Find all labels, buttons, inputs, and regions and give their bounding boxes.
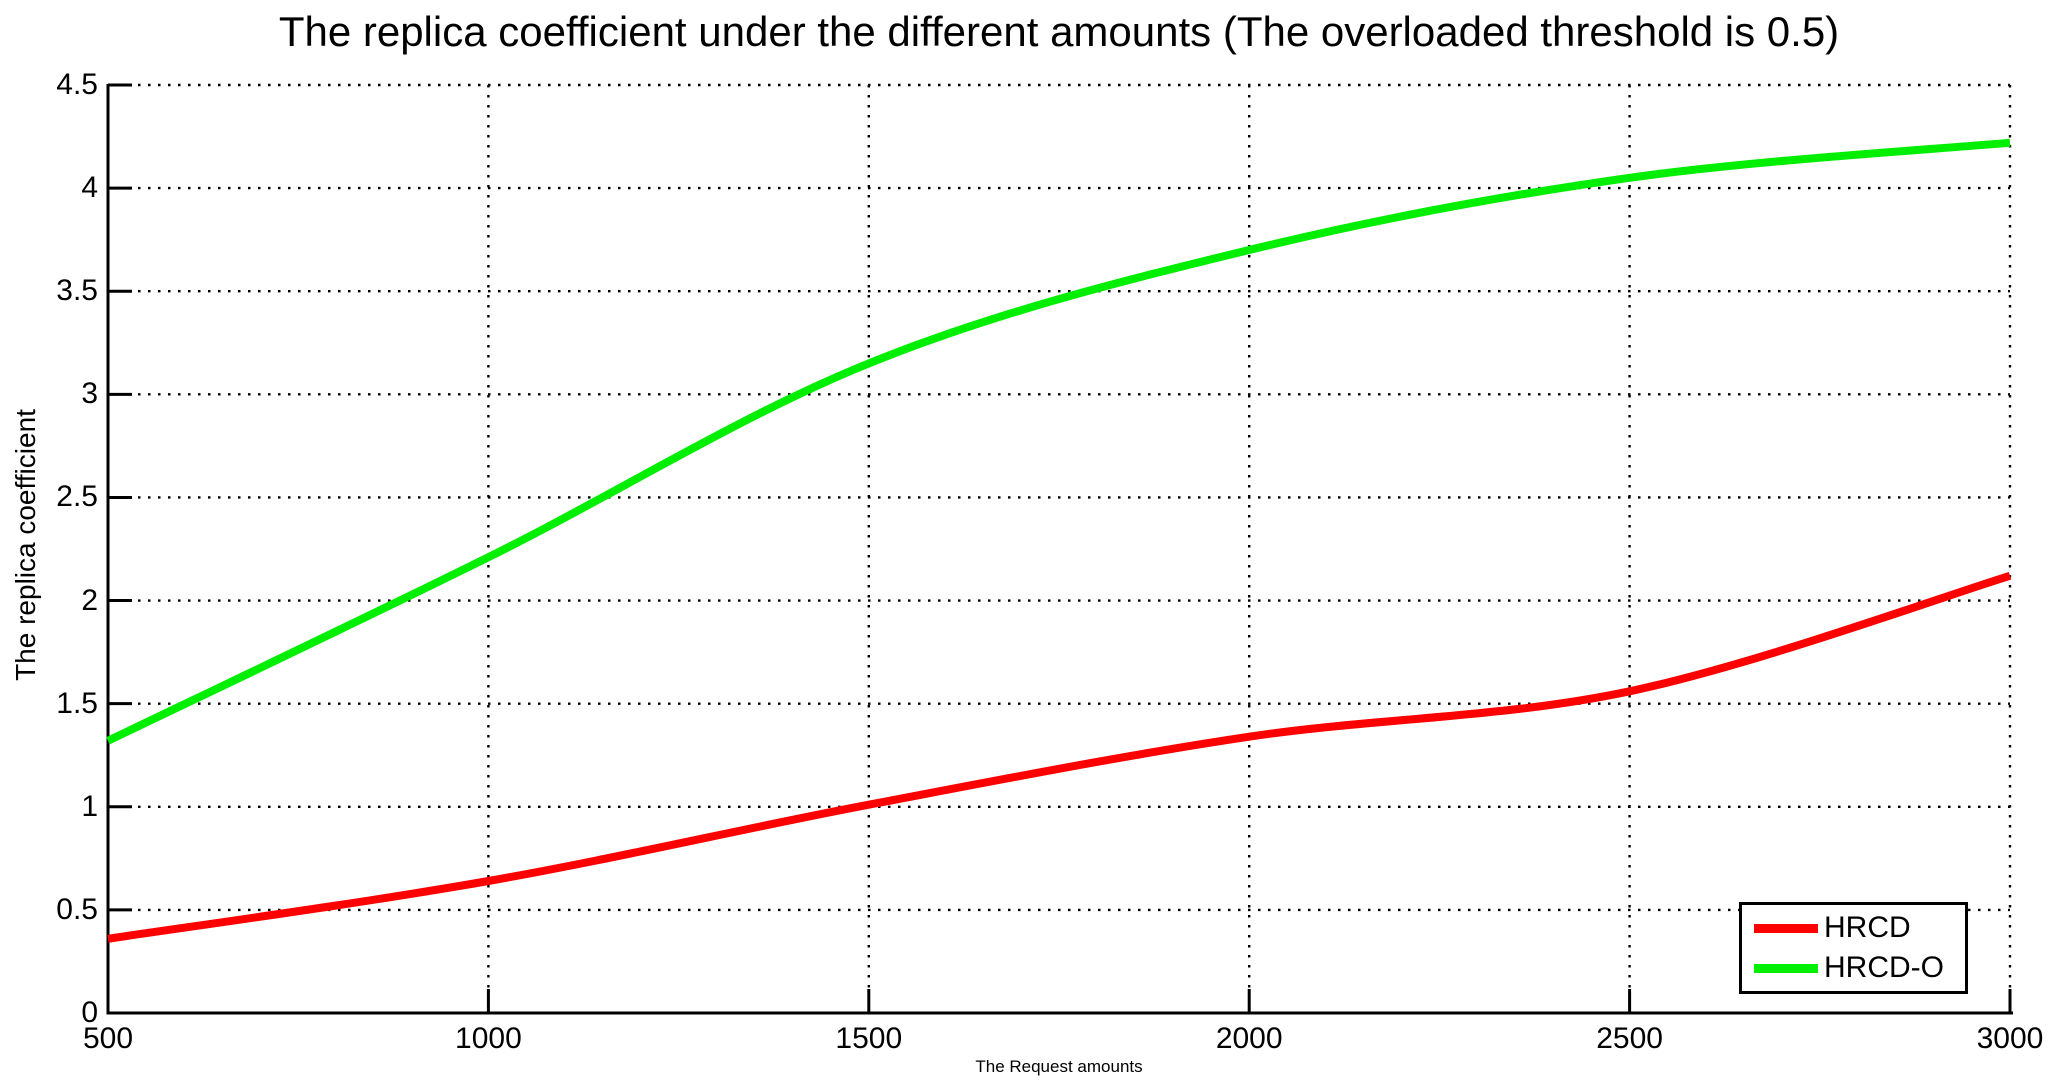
- chart-title: The replica coefficient under the differ…: [278, 8, 1840, 55]
- legend-label-hrcd-o: HRCD-O: [1824, 951, 1944, 984]
- series-line-hrcd: [107, 571, 2012, 943]
- legend-line-sample-hrcd: [1754, 923, 1818, 933]
- y-tick-label: 4.5: [56, 68, 98, 101]
- x-tick-label: 2000: [1215, 1022, 1283, 1055]
- legend-item-hrcd-o: HRCD-O: [1754, 952, 1965, 984]
- y-tick-label: 2.5: [56, 480, 98, 514]
- y-tick-label: 0: [81, 996, 98, 1029]
- x-axis-label: The Request amounts: [975, 1057, 1143, 1076]
- y-tick-label: 2: [81, 583, 98, 617]
- y-tick-label: 1: [81, 789, 98, 823]
- legend: HRCD HRCD-O: [1739, 902, 1968, 994]
- x-tick-label: 1500: [835, 1022, 903, 1055]
- legend-line-sample-hrcd-o: [1754, 963, 1818, 973]
- y-tick-label: 0.5: [56, 892, 98, 926]
- x-tick-label: 500: [82, 1022, 134, 1055]
- x-tick-label: 2500: [1596, 1022, 1663, 1055]
- y-tick-label: 4: [81, 171, 98, 205]
- y-tick-label: 1.5: [56, 686, 98, 720]
- legend-label-hrcd: HRCD: [1824, 911, 1911, 944]
- y-tick-label: 3: [81, 377, 98, 411]
- x-tick-label: 1000: [455, 1022, 522, 1055]
- y-tick-label: 3.5: [56, 274, 98, 308]
- legend-item-hrcd: HRCD: [1754, 912, 1965, 944]
- series-line-hrcd-o: [106, 138, 2011, 745]
- x-tick-label: 3000: [1976, 1022, 2044, 1055]
